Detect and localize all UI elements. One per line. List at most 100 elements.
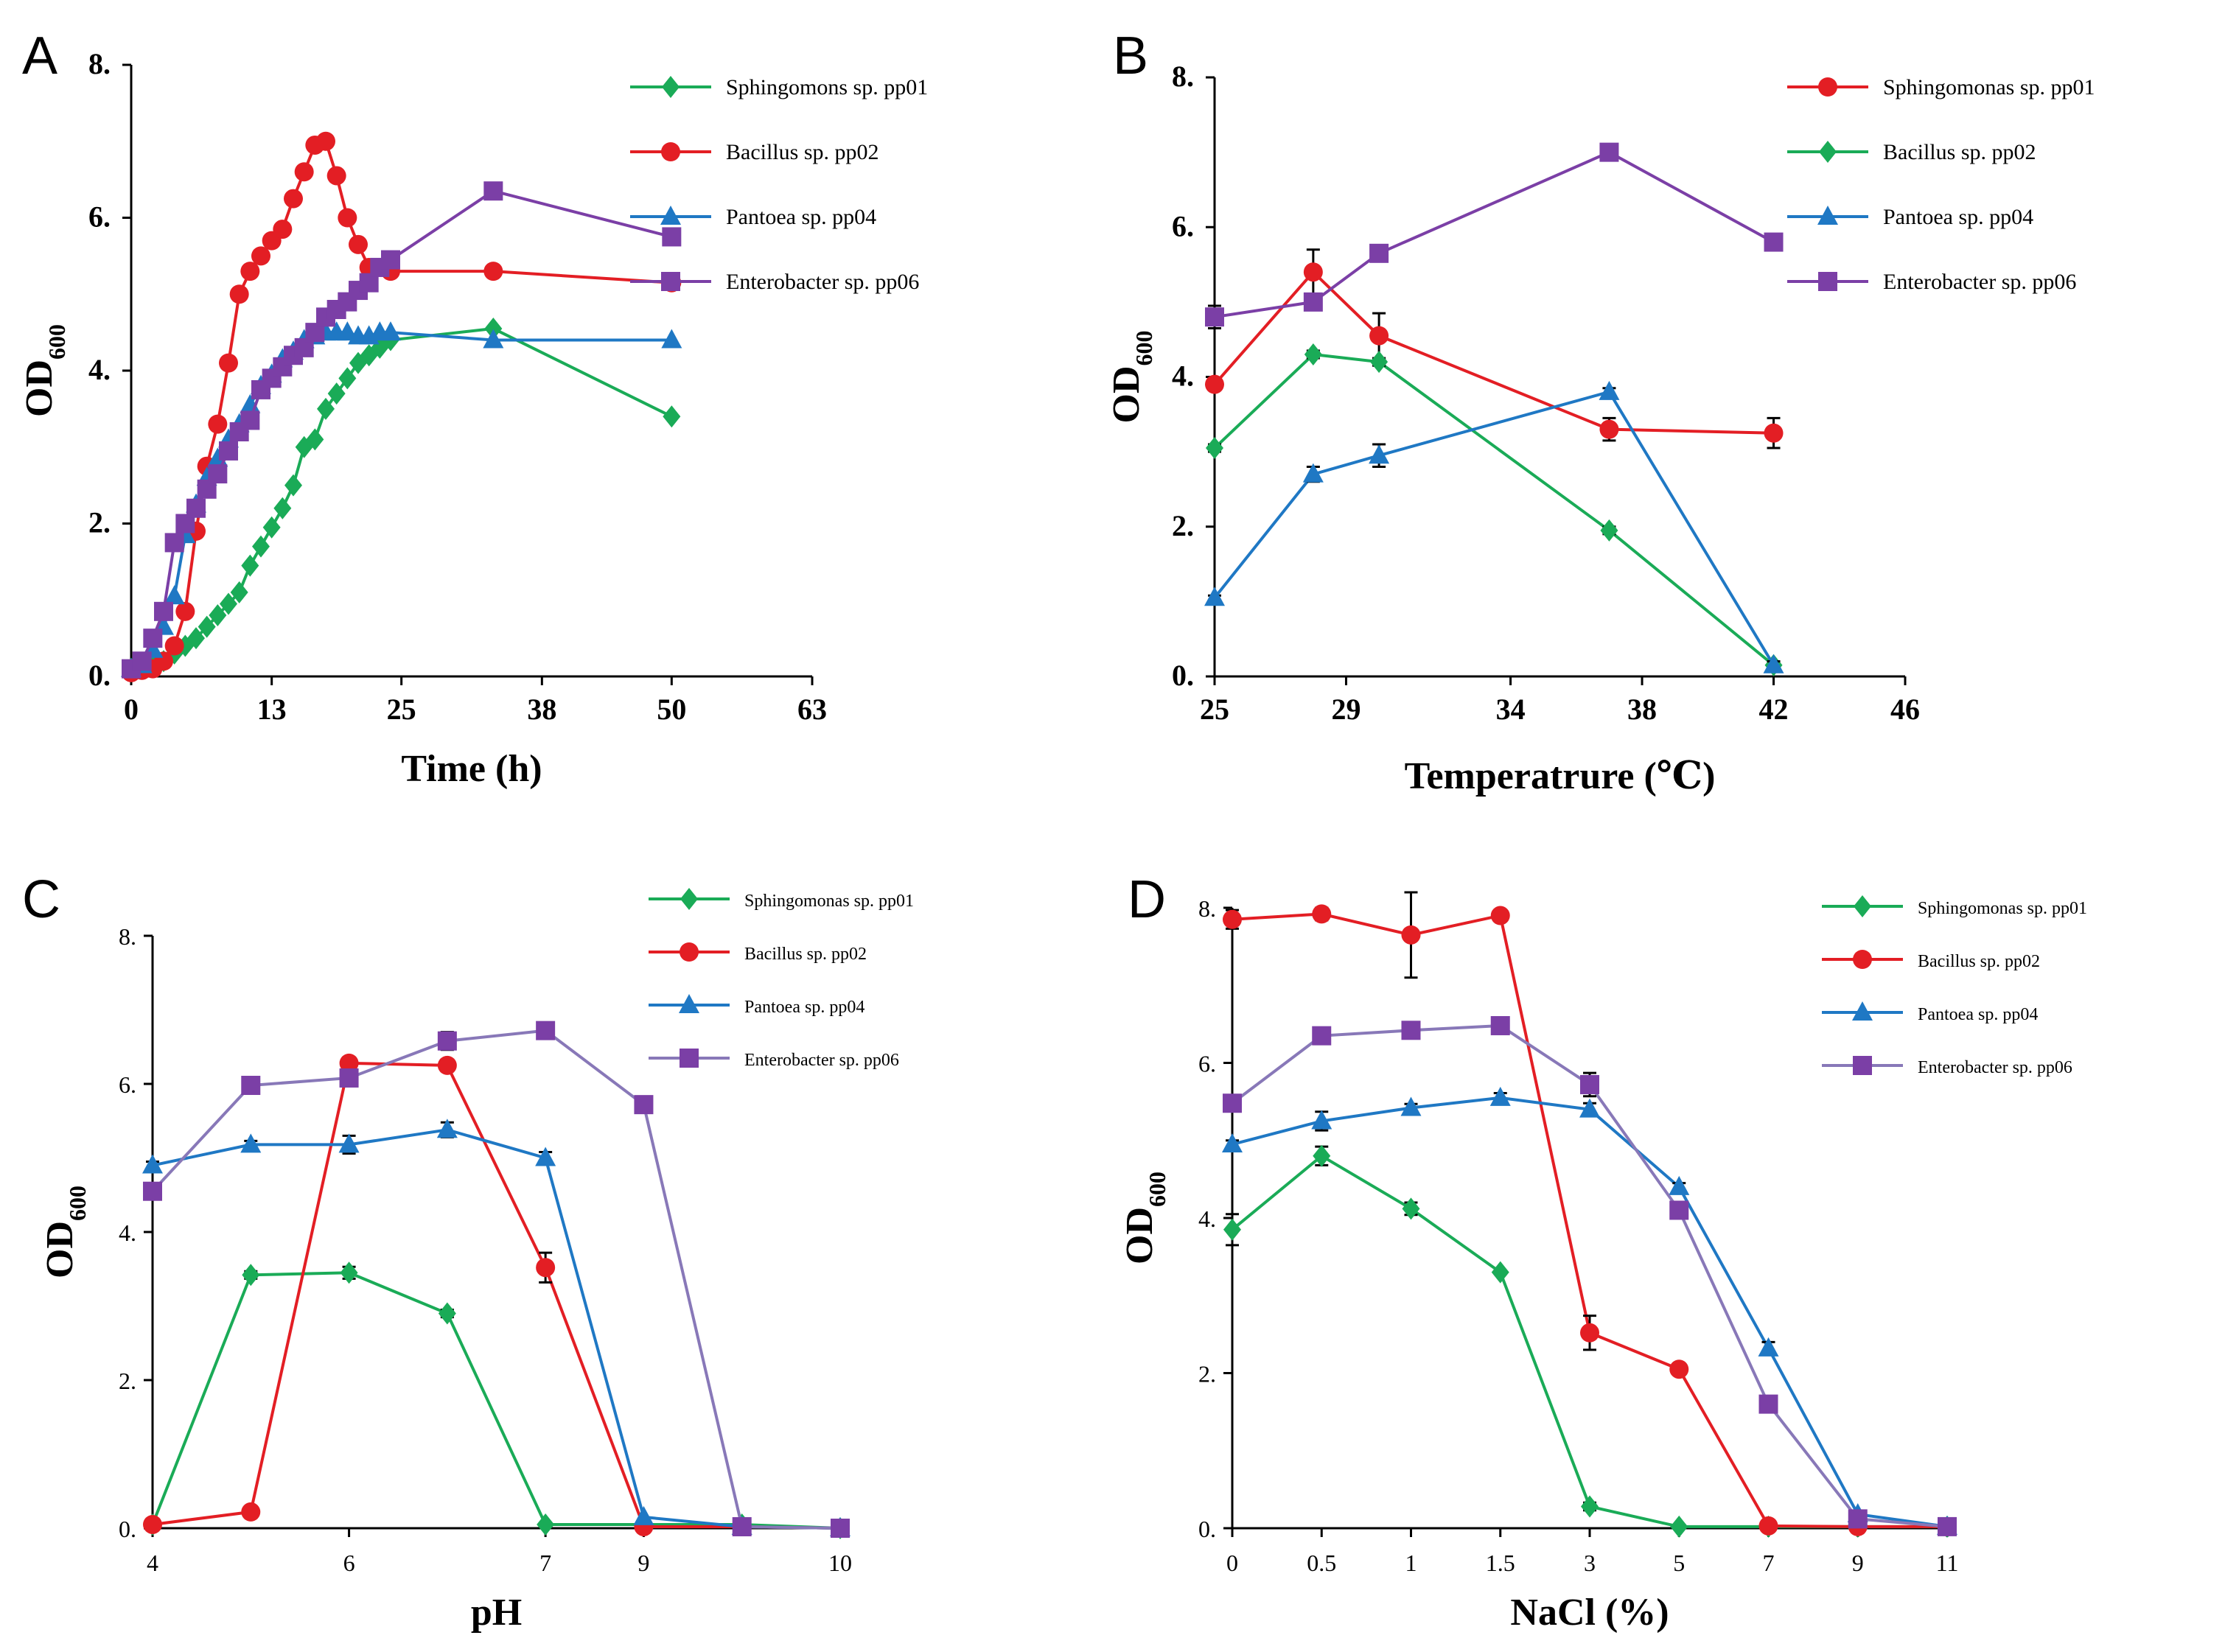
series-line bbox=[152, 1128, 841, 1530]
series-bacillus-sp-pp02 bbox=[1223, 891, 1957, 1536]
x-tick-label: 6 bbox=[343, 1550, 355, 1576]
marker-point bbox=[273, 497, 292, 519]
x-tick-label: 11 bbox=[1936, 1550, 1959, 1576]
marker-point bbox=[306, 428, 324, 451]
marker-point bbox=[186, 498, 206, 518]
marker-point bbox=[1369, 326, 1389, 346]
marker-point bbox=[1206, 437, 1223, 460]
marker-point bbox=[1490, 1015, 1510, 1035]
marker-point bbox=[251, 246, 270, 266]
marker-point bbox=[536, 1021, 556, 1040]
marker-point bbox=[338, 1133, 360, 1153]
panel-letter: D bbox=[1128, 870, 1166, 929]
panel-letter: A bbox=[22, 27, 57, 85]
marker-point bbox=[338, 367, 357, 390]
legend-label: Sphingomonas sp. pp01 bbox=[744, 892, 914, 911]
marker-point bbox=[1223, 1218, 1241, 1241]
x-tick-label: 5 bbox=[1673, 1550, 1685, 1576]
marker-point bbox=[164, 636, 184, 656]
legend-label: Pantoea sp. pp04 bbox=[744, 998, 864, 1017]
x-tick-label: 50 bbox=[657, 693, 686, 726]
y-tick-label: 0. bbox=[1172, 659, 1194, 692]
panel-b: B 25 29 34 38 42 46 0. 2. 4. 6. 8. Temperatrure (℃) O… bbox=[1105, 27, 2095, 797]
marker-point bbox=[1599, 419, 1619, 439]
marker-point bbox=[1599, 380, 1620, 400]
marker-point bbox=[1581, 1495, 1599, 1518]
marker-point bbox=[633, 1505, 654, 1525]
series-line bbox=[151, 1029, 841, 1530]
marker-point bbox=[680, 1049, 699, 1068]
marker-point bbox=[208, 464, 228, 484]
x-tick-label: 0 bbox=[124, 693, 139, 726]
marker-point bbox=[1763, 654, 1784, 673]
marker-point bbox=[1758, 1394, 1778, 1414]
marker-point bbox=[483, 262, 503, 281]
x-tick-label: 42 bbox=[1759, 693, 1789, 726]
marker-point bbox=[732, 1516, 752, 1536]
y-tick-label: 4. bbox=[119, 1219, 136, 1246]
series-enterobacter-sp-pp06 bbox=[122, 181, 682, 679]
marker-point bbox=[663, 405, 681, 428]
marker-point bbox=[240, 262, 260, 281]
marker-point bbox=[1205, 374, 1224, 394]
marker-point bbox=[831, 1519, 850, 1538]
y-tick-label: 2. bbox=[1172, 509, 1194, 542]
marker-point bbox=[1491, 1261, 1509, 1284]
y-axis-title-subscript: 600 bbox=[43, 324, 70, 360]
marker-point bbox=[1852, 1001, 1873, 1021]
marker-point bbox=[198, 615, 216, 638]
x-tick-label: 9 bbox=[1852, 1550, 1864, 1576]
marker-point bbox=[1854, 895, 1871, 917]
marker-point bbox=[1205, 307, 1224, 327]
marker-point bbox=[438, 1302, 456, 1325]
marker-point bbox=[1848, 1509, 1868, 1529]
series-sphingomonas-sp-pp01 bbox=[144, 1261, 849, 1539]
legend-label: Sphingomons sp. pp01 bbox=[726, 75, 928, 99]
series-bacillus-sp-pp02 bbox=[122, 131, 682, 682]
marker-point bbox=[1490, 906, 1510, 925]
marker-point bbox=[380, 321, 401, 341]
legend-label: Pantoea sp. pp04 bbox=[1883, 205, 2033, 229]
x-tick-label: 29 bbox=[1331, 693, 1361, 726]
marker-point bbox=[187, 627, 205, 650]
marker-point bbox=[143, 1514, 162, 1534]
series-line bbox=[1232, 1096, 1948, 1528]
series-pantoea-sp-pp04 bbox=[142, 1119, 850, 1536]
y-axis-title: OD600 bbox=[1119, 1172, 1170, 1264]
x-tick-label: 46 bbox=[1890, 693, 1920, 726]
series-line bbox=[152, 1061, 841, 1530]
x-tick-label: 9 bbox=[638, 1550, 649, 1576]
y-axis-title: OD600 bbox=[1105, 331, 1157, 424]
legend-label: Pantoea sp. pp04 bbox=[1918, 1005, 2038, 1024]
marker-point bbox=[262, 516, 281, 539]
marker-point bbox=[349, 234, 368, 254]
marker-point bbox=[1401, 1021, 1421, 1040]
marker-point bbox=[437, 1031, 457, 1051]
marker-point bbox=[142, 1154, 163, 1174]
y-tick-label: 0. bbox=[1198, 1516, 1216, 1542]
marker-point bbox=[220, 592, 237, 615]
marker-point bbox=[1400, 1096, 1422, 1116]
x-axis-title: pH bbox=[471, 1592, 522, 1634]
y-tick-label: 2. bbox=[1198, 1361, 1216, 1387]
marker-point bbox=[1401, 925, 1421, 945]
panel-a: A 0 13 25 38 50 63 0. 2. 4. 6. 8. Time (h) OD600 Sphin… bbox=[18, 27, 928, 790]
marker-point bbox=[1304, 343, 1322, 366]
x-tick-label: 7 bbox=[1763, 1550, 1775, 1576]
x-tick-label: 7 bbox=[539, 1550, 551, 1576]
panel-d: D 0 0.5 1 1.5 3 5 7 9 11 0. 2. 4. 6. 8. NaCl (%) OD600 Sp… bbox=[1119, 870, 2087, 1634]
x-tick-label: 10 bbox=[828, 1550, 852, 1576]
y-tick-label: 0. bbox=[119, 1516, 136, 1542]
marker-point bbox=[1764, 232, 1784, 252]
marker-point bbox=[229, 284, 249, 304]
marker-point bbox=[208, 414, 228, 434]
legend-label: Enterobacter sp. pp06 bbox=[1883, 270, 2076, 294]
y-tick-label: 0. bbox=[88, 659, 111, 692]
panel-letter: C bbox=[22, 870, 60, 929]
y-axis-title-subscript: 600 bbox=[64, 1186, 91, 1221]
marker-point bbox=[680, 942, 699, 962]
marker-point bbox=[1600, 519, 1618, 542]
series-enterobacter-sp-pp06 bbox=[143, 1021, 850, 1538]
x-tick-label: 1 bbox=[1405, 1550, 1417, 1576]
x-tick-label: 0.5 bbox=[1307, 1550, 1336, 1576]
